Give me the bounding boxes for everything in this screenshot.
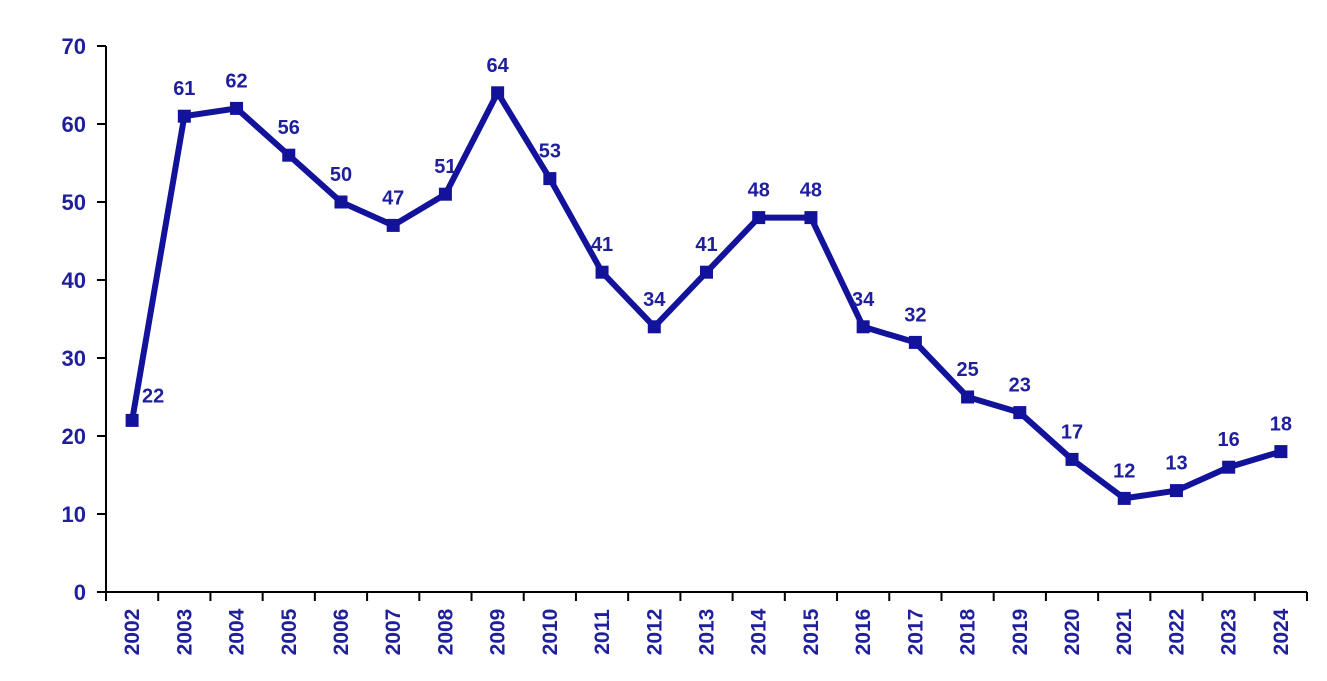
data-point-label: 53	[539, 141, 561, 163]
data-point-label: 18	[1270, 414, 1292, 436]
data-point-label: 48	[800, 180, 822, 202]
data-point-label: 50	[330, 164, 352, 186]
data-point-label: 17	[1061, 421, 1083, 443]
data-point-label: 12	[1113, 460, 1135, 482]
data-point-marker	[700, 265, 713, 279]
data-point-marker	[1274, 445, 1288, 459]
y-tick-label: 0	[74, 580, 86, 605]
data-point-label: 41	[695, 234, 717, 256]
y-tick-label: 60	[62, 112, 86, 137]
data-point-label: 47	[382, 187, 404, 209]
data-point-label: 64	[487, 55, 510, 77]
data-point-marker	[491, 86, 505, 100]
data-point-marker	[595, 265, 609, 279]
y-tick-label: 70	[62, 34, 86, 59]
x-tick-label: 2002	[121, 609, 144, 656]
data-point-label: 32	[904, 304, 926, 326]
data-point-label: 62	[225, 70, 247, 92]
data-point-marker	[386, 218, 400, 232]
data-point-marker	[908, 335, 922, 349]
y-tick-label: 50	[62, 190, 86, 215]
x-tick-label: 2014	[748, 608, 771, 655]
data-point-marker	[752, 211, 766, 225]
series-line	[129, 86, 1282, 502]
data-point-label: 13	[1165, 453, 1187, 475]
x-tick-label: 2020	[1061, 609, 1084, 656]
data-point-label: 23	[1009, 375, 1031, 397]
x-tick-label: 2018	[957, 608, 980, 655]
x-tick-label: 2021	[1113, 608, 1136, 655]
x-tick-label: 2022	[1165, 609, 1188, 656]
data-point-marker	[230, 101, 244, 115]
data-point-marker	[543, 172, 557, 186]
data-point-marker	[177, 109, 191, 123]
data-point-label: 48	[748, 180, 770, 202]
x-tick-label: 2009	[487, 609, 510, 656]
data-point-marker	[438, 187, 452, 201]
data-point-label: 34	[852, 289, 875, 311]
x-tick-label: 2013	[696, 609, 719, 656]
data-point-marker	[1169, 484, 1183, 498]
data-point-marker	[334, 195, 348, 209]
data-point-marker	[1013, 406, 1027, 420]
x-tick-label: 2019	[1009, 609, 1032, 656]
data-point-marker	[804, 211, 818, 225]
data-point-marker	[282, 148, 296, 162]
y-tick-label: 40	[62, 268, 86, 293]
data-point-label: 16	[1218, 429, 1240, 451]
x-tick-label: 2003	[173, 609, 196, 656]
x-tick-label: 2012	[643, 609, 666, 656]
x-tick-label: 2024	[1270, 608, 1293, 655]
data-point-label: 56	[278, 117, 300, 139]
data-point-label: 51	[434, 156, 456, 178]
data-point-label: 41	[591, 234, 613, 256]
data-point-marker	[125, 413, 139, 427]
data-point-marker	[856, 320, 870, 334]
y-tick-label: 20	[62, 424, 86, 449]
data-point-label: 25	[956, 359, 978, 381]
x-tick-label: 2023	[1218, 609, 1241, 656]
x-tick-label: 2016	[852, 609, 875, 656]
data-point-marker	[961, 390, 975, 404]
x-tick-label: 2017	[904, 609, 927, 656]
data-point-label: 34	[643, 289, 666, 311]
data-point-label: 22	[142, 385, 164, 407]
x-tick-label: 2015	[800, 608, 823, 655]
data-point-marker	[647, 320, 661, 334]
x-tick-label: 2004	[226, 608, 249, 655]
data-point-marker	[1117, 491, 1131, 505]
x-tick-label: 2010	[539, 609, 562, 656]
x-tick-label: 2007	[382, 609, 405, 656]
y-tick-label: 10	[62, 502, 86, 527]
x-tick-label: 2008	[434, 608, 457, 655]
data-point-marker	[1222, 460, 1236, 474]
data-point-marker	[1065, 452, 1079, 466]
x-tick-label: 2006	[330, 609, 353, 656]
data-point-label: 61	[173, 78, 195, 100]
y-tick-label: 30	[62, 346, 86, 371]
x-tick-label: 2005	[278, 608, 301, 655]
x-tick-label: 2011	[591, 609, 614, 655]
